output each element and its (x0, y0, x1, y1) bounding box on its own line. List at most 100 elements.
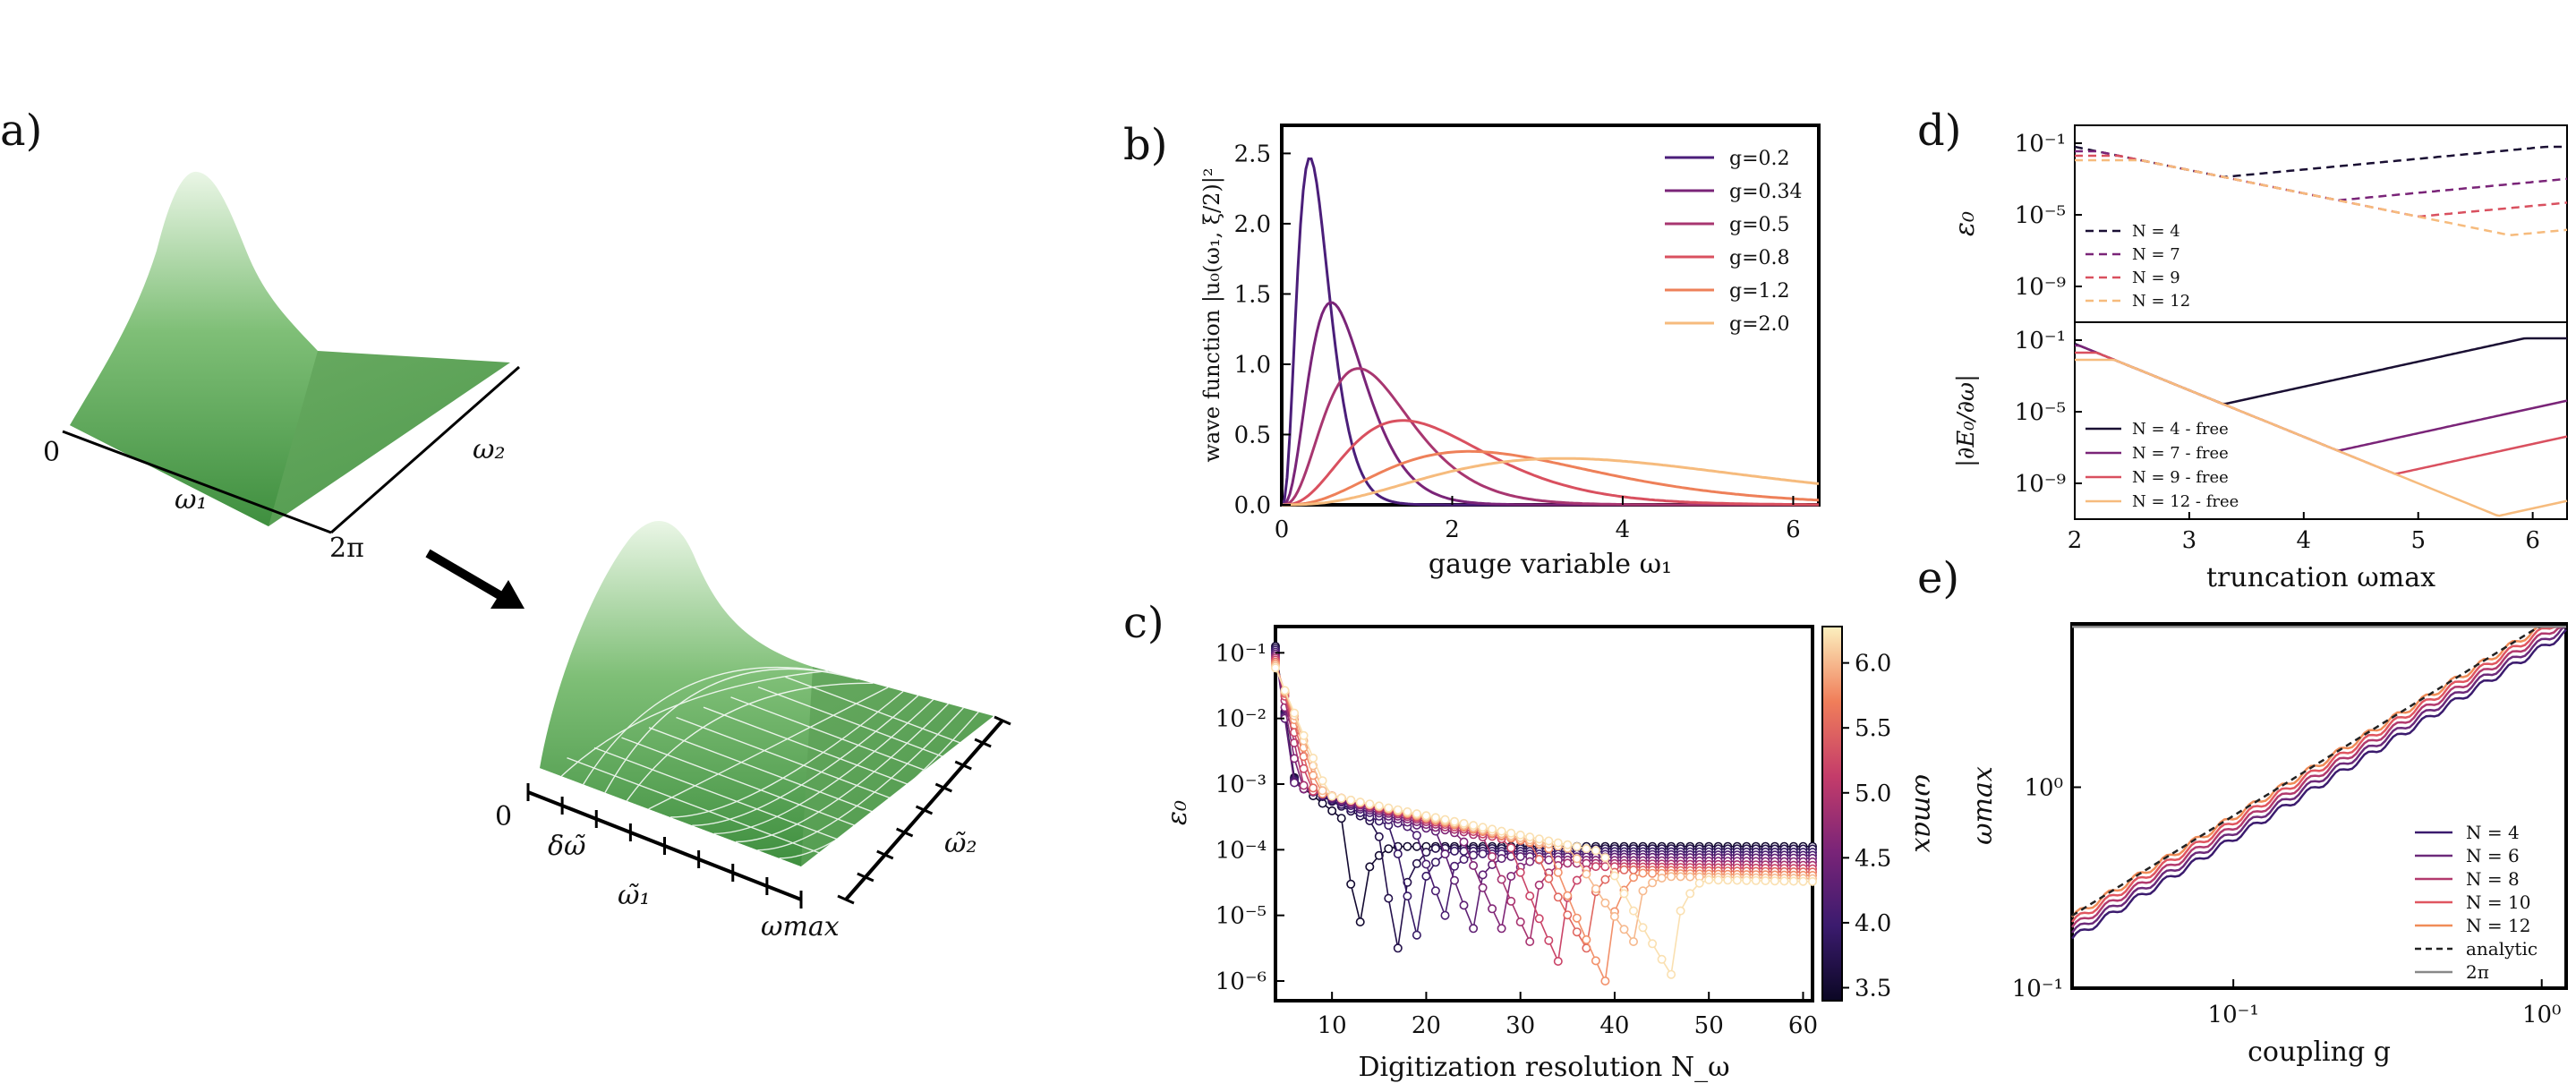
data-point (1309, 783, 1318, 793)
y-tick-label: 10⁻¹ (2015, 328, 2066, 354)
y-axis-label-b: wave function |u₀(ω₁, ξ/2)|² (1199, 168, 1225, 463)
data-point (1572, 875, 1582, 885)
data-point (1553, 838, 1563, 848)
data-point (1271, 663, 1281, 673)
colorbar-tick-label: 4.5 (1855, 845, 1891, 872)
curve-N = 7 (2075, 149, 2568, 201)
y-tick-label: 2.0 (1234, 211, 1271, 238)
y-tick-label: 10⁻⁶ (1215, 968, 1267, 995)
omega1-label: ω₁ (175, 484, 208, 516)
mesh-line (560, 670, 828, 777)
mesh-line (692, 695, 919, 826)
axis-tick (857, 872, 874, 883)
data-point (1327, 806, 1337, 815)
curve-g=0.8 (1282, 419, 1819, 507)
x-axis-label-e: coupling g (2248, 1037, 2391, 1068)
data-point (1450, 861, 1460, 871)
data-point (1525, 857, 1535, 866)
arrow-shaft (425, 549, 504, 601)
data-point (1591, 883, 1600, 893)
colorbar-tick-label: 5.5 (1855, 715, 1891, 742)
data-point (1384, 844, 1394, 854)
x-axis-label-d: truncation ωmax (2206, 562, 2435, 593)
mesh-line (757, 707, 964, 851)
data-point (1600, 898, 1610, 908)
colorbar-ticks: 3.5 4.0 4.5 5.0 5.5 6.0 (1842, 651, 1891, 1002)
data-point (1450, 875, 1460, 885)
surface-peak (70, 171, 318, 526)
curves-d (2074, 145, 2568, 517)
mesh-line (583, 666, 843, 785)
data-point (1515, 851, 1525, 861)
data-point (1365, 799, 1375, 809)
data-point (1572, 854, 1582, 864)
data-point (1497, 854, 1506, 864)
data-point (1553, 892, 1563, 902)
panel-d: d) 2 3 4 5 610⁻¹10⁻¹10⁻⁵10⁻⁵10⁻⁹10⁻⁹ N = 4N … (1917, 106, 2568, 593)
data-point (1393, 805, 1403, 815)
legend-b: g=0.2 g=0.34 g=0.5 g=0.8 g=1.2 g=2.0 (1665, 148, 1803, 336)
legend-label: g=1.2 (1729, 280, 1790, 303)
data-point (1582, 934, 1591, 944)
data-point (1318, 786, 1327, 796)
panel-e: e) 10⁻¹ 10⁰ 10⁻¹ 10⁰ N = 4N = 6N = 8N = 10N… (1917, 553, 2568, 1068)
plot-frame-d-bottom (2074, 321, 2568, 520)
y-tick-label: 10⁻⁵ (1215, 903, 1267, 930)
grid-surface-peak (540, 520, 813, 866)
panel-label-c: c) (1123, 598, 1164, 648)
data-point (1440, 849, 1450, 859)
data-point (1685, 872, 1695, 882)
series-line (1275, 663, 1813, 984)
curve-N = 10 (2071, 626, 2566, 923)
axis-tick (974, 738, 992, 748)
data-point (1290, 708, 1300, 718)
panel-label-a: a) (0, 106, 42, 156)
axis-tick (915, 805, 934, 815)
data-point (1450, 846, 1460, 856)
data-point (1403, 841, 1412, 851)
data-point (1488, 904, 1497, 914)
curve-N = 12 (2075, 158, 2568, 236)
data-point (1676, 872, 1685, 882)
data-point (1638, 923, 1648, 933)
data-point (1600, 853, 1610, 863)
data-point (1384, 893, 1394, 903)
y-tick-label: 10⁻⁵ (2015, 399, 2066, 426)
axis-tick (837, 894, 855, 905)
data-point (1638, 868, 1648, 878)
legend-label: N = 4 (2132, 222, 2180, 241)
panel-label-e: e) (1917, 553, 1959, 603)
data-point (1488, 851, 1497, 861)
y-tick-label: 10⁻¹ (1215, 640, 1267, 667)
series-line (1275, 650, 1813, 935)
series-line (1275, 667, 1813, 977)
omega2-label: ω₂ (473, 434, 506, 465)
legend-label: analytic (2466, 938, 2538, 960)
legend-label: N = 10 (2466, 892, 2530, 913)
data-point (1638, 886, 1648, 896)
data-point (1770, 876, 1779, 886)
data-point (1761, 875, 1770, 885)
data-point (1657, 873, 1667, 883)
data-point (1648, 878, 1658, 888)
data-point (1591, 846, 1600, 856)
legend-label: g=0.5 (1729, 214, 1790, 236)
mesh-line (604, 668, 858, 793)
x-tick-label: 10⁻¹ (2208, 1002, 2259, 1028)
panel-c: c) 10 20 30 40 50 6010⁻⁶10⁻⁵10⁻⁴10⁻³10⁻²10⁻¹ … (1123, 598, 1940, 1083)
data-point (1506, 843, 1516, 853)
data-point (1497, 826, 1506, 836)
data-point (1478, 823, 1488, 832)
data-point (1365, 862, 1375, 872)
curve-g=1.2 (1282, 449, 1820, 507)
data-point (1779, 876, 1789, 886)
data-point (1732, 875, 1742, 885)
mesh-line (593, 746, 857, 848)
data-point (1553, 957, 1563, 967)
x-tick-label: 20 (1412, 1012, 1441, 1039)
data-point (1704, 874, 1714, 884)
data-point (1430, 886, 1440, 896)
curves-c (1271, 641, 1818, 986)
data-point (1544, 935, 1554, 945)
